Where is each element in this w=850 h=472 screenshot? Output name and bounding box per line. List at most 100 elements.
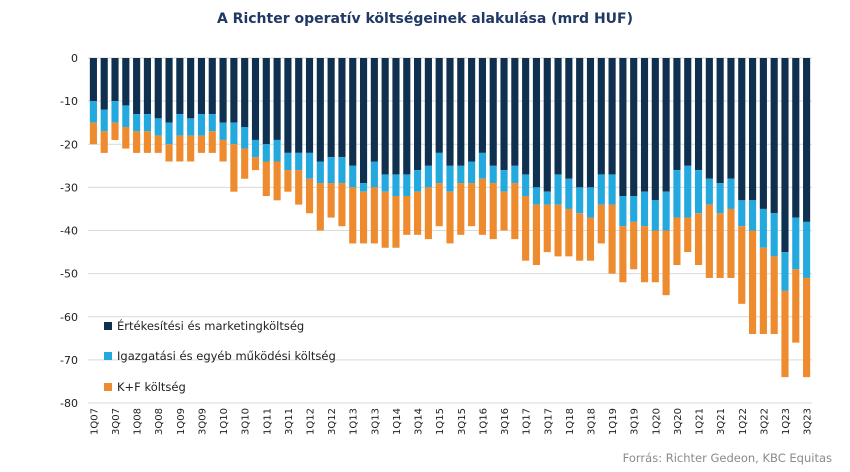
- bar-segment-1: [187, 58, 195, 119]
- bar-segment-1: [414, 58, 422, 171]
- bar-stack: [532, 58, 541, 265]
- bar-stack: [630, 58, 638, 270]
- bar-segment-3: [370, 187, 378, 244]
- x-tick-label: 1Q17: [522, 408, 533, 435]
- y-tick-label: -10: [60, 95, 78, 108]
- bar-segment-1: [803, 58, 811, 222]
- bar-stack: [381, 58, 389, 248]
- bar-stack: [208, 58, 216, 153]
- bar-segment-1: [738, 58, 746, 201]
- bar-stack: [359, 58, 368, 244]
- x-tick-label: 3Q20: [673, 408, 684, 435]
- bar-segment-1: [500, 58, 508, 171]
- bar-segment-3: [576, 213, 584, 261]
- bar-stack: [295, 58, 303, 205]
- bar-segment-1: [522, 58, 530, 175]
- bar-stack: [716, 58, 724, 278]
- bar-segment-1: [759, 58, 767, 209]
- x-tick-label: 1Q20: [651, 408, 662, 435]
- bar-segment-3: [284, 170, 292, 192]
- bar-segment-2: [381, 174, 389, 192]
- bar-segment-1: [403, 58, 411, 175]
- bar-stack: [111, 58, 119, 140]
- bar-segment-2: [489, 165, 497, 184]
- x-axis: 1Q07 3Q07 1Q08 3Q08 1Q09 3Q09 1Q10 3Q10 1Q11 3Q11…: [89, 408, 813, 435]
- bar-segment-3: [597, 204, 605, 244]
- bar-segment-3: [111, 122, 119, 140]
- chart-title: A Richter operatív költségeinek alakulás…: [216, 11, 634, 27]
- bar-segment-2: [197, 114, 206, 136]
- bar-stack: [219, 58, 227, 162]
- y-tick-label: -80: [60, 397, 78, 410]
- bar-segment-1: [781, 58, 789, 253]
- bar-segment-2: [392, 174, 400, 196]
- bar-stack: [446, 58, 454, 244]
- bar-segment-2: [133, 114, 141, 132]
- bar-stack: [522, 58, 530, 261]
- bar-segment-2: [576, 187, 584, 214]
- bar-segment-1: [727, 58, 735, 179]
- bar-stack: [197, 58, 206, 153]
- bar-segment-2: [619, 196, 627, 227]
- bar-segment-3: [640, 226, 649, 283]
- bar-segment-2: [316, 161, 324, 184]
- bar-segment-1: [543, 58, 551, 192]
- legend-swatch: [104, 322, 112, 330]
- bar-segment-3: [770, 256, 778, 334]
- bar-segment-3: [327, 183, 335, 218]
- bar-segment-2: [522, 174, 530, 196]
- x-tick-label: 1Q19: [608, 408, 619, 435]
- bar-segment-1: [511, 58, 519, 166]
- bar-segment-3: [100, 131, 108, 153]
- bar-segment-1: [532, 58, 541, 188]
- bar-segment-3: [522, 196, 530, 261]
- bar-segment-1: [111, 58, 119, 102]
- bar-segment-1: [370, 58, 378, 162]
- bar-segment-3: [738, 226, 746, 304]
- bar-segment-2: [414, 170, 422, 192]
- bar-segment-3: [759, 247, 767, 334]
- bar-stack: [89, 58, 97, 145]
- y-tick-label: -60: [60, 311, 78, 324]
- bar-segment-3: [165, 144, 173, 162]
- bar-segment-3: [176, 135, 184, 162]
- x-tick-label: 1Q10: [219, 408, 230, 435]
- bar-segment-2: [500, 170, 508, 192]
- bar-stack: [370, 58, 378, 244]
- bar-segment-1: [295, 58, 303, 153]
- bar-stack: [165, 58, 173, 162]
- x-tick-label: 3Q11: [284, 408, 295, 435]
- bar-segment-3: [359, 191, 368, 244]
- bar-segment-3: [349, 187, 357, 244]
- y-tick-label: -30: [60, 181, 78, 194]
- bar-segment-3: [543, 204, 551, 253]
- bar-segment-3: [792, 269, 800, 343]
- bar-segment-1: [338, 58, 346, 158]
- bar-segment-1: [197, 58, 206, 115]
- bar-stack: [349, 58, 357, 244]
- bar-segment-3: [230, 144, 238, 192]
- bar-segment-2: [359, 183, 368, 192]
- x-tick-label: 1Q18: [565, 408, 576, 435]
- bar-stack: [597, 58, 605, 244]
- x-tick-label: 3Q17: [543, 408, 554, 435]
- x-tick-label: 1Q07: [89, 408, 100, 435]
- bar-segment-3: [749, 230, 757, 334]
- bar-segment-3: [586, 217, 595, 261]
- bar-segment-3: [305, 178, 314, 214]
- legend-swatch: [104, 383, 112, 391]
- bar-segment-1: [576, 58, 584, 188]
- bar-stack: [511, 58, 519, 240]
- bar-segment-1: [651, 58, 659, 201]
- x-tick-label: 1Q23: [781, 408, 792, 435]
- bar-segment-1: [154, 58, 162, 119]
- bar-segment-3: [133, 131, 141, 153]
- bar-segment-3: [694, 213, 703, 265]
- bar-segment-2: [759, 208, 767, 248]
- x-tick-label: 1Q14: [392, 408, 403, 435]
- bar-segment-1: [89, 58, 97, 102]
- bar-segment-2: [738, 200, 746, 227]
- bar-segment-1: [554, 58, 562, 175]
- bar-stack: [457, 58, 465, 235]
- bar-segment-2: [457, 165, 465, 184]
